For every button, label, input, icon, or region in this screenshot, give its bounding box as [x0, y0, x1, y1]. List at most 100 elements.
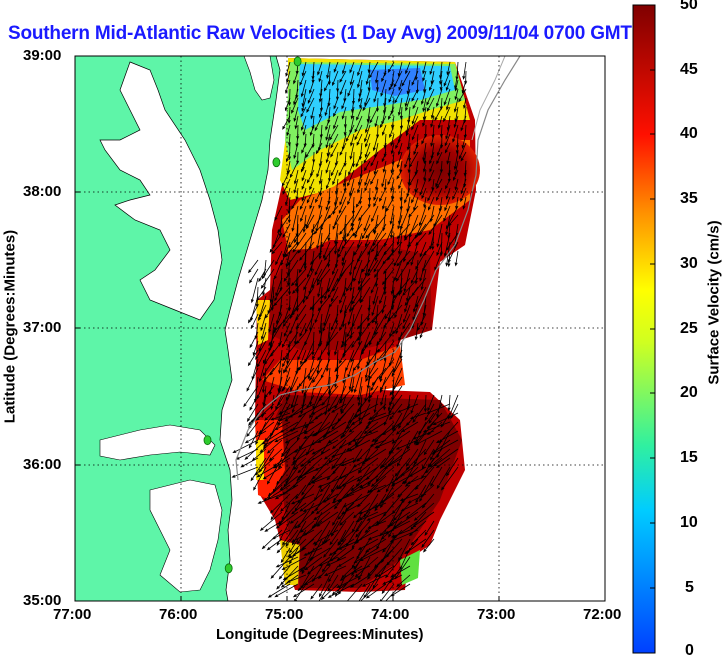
velocity-arrow [410, 268, 419, 285]
velocity-arrow [315, 502, 331, 515]
velocity-arrow [369, 439, 387, 447]
velocity-arrow [322, 493, 339, 503]
velocity-arrow [369, 106, 379, 124]
x-axis-label: Longitude (Degrees:Minutes) [216, 626, 424, 643]
velocity-arrow [284, 187, 291, 206]
velocity-arrow [348, 178, 355, 197]
velocity-arrow [347, 187, 355, 206]
velocity-arrow [352, 448, 363, 464]
colorbar-tick-20: 20 [680, 384, 698, 401]
velocity-arrow [443, 205, 451, 222]
velocity-arrow [332, 502, 347, 526]
velocity-arrow [363, 214, 371, 232]
velocity-arrow [345, 277, 355, 292]
velocity-arrow [447, 250, 451, 268]
velocity-arrow [311, 565, 323, 583]
velocity-arrow [355, 520, 371, 538]
velocity-arrow [454, 79, 459, 92]
velocity-arrow [302, 502, 323, 512]
velocity-arrow [246, 403, 259, 423]
colorbar-tick-45: 45 [680, 61, 698, 78]
velocity-arrow [293, 106, 299, 122]
velocity-arrow [421, 529, 435, 548]
velocity-arrow [278, 349, 283, 375]
velocity-arrow [306, 439, 315, 456]
velocity-arrow [324, 97, 331, 117]
velocity-arrow [286, 574, 307, 583]
velocity-arrow [287, 277, 292, 296]
velocity-arrow [367, 556, 387, 577]
velocity-arrow [330, 286, 339, 303]
velocity-arrow [277, 403, 291, 426]
velocity-arrow [291, 97, 299, 114]
velocity-arrow [282, 115, 291, 130]
velocity-arrow [331, 583, 347, 595]
velocity-arrow [339, 79, 347, 96]
velocity-arrow [395, 421, 411, 435]
velocity-arrow [373, 394, 379, 414]
velocity-arrow [275, 250, 283, 266]
velocity-arrow [420, 268, 427, 291]
velocity-arrow [349, 268, 355, 292]
velocity-arrow [403, 241, 411, 263]
velocity-arrow [365, 358, 379, 383]
velocity-arrow [337, 502, 355, 520]
velocity-arrow [342, 421, 355, 438]
velocity-arrow [414, 178, 419, 193]
velocity-arrow [259, 511, 283, 531]
velocity-arrow [363, 421, 379, 435]
velocity-arrow [272, 475, 283, 493]
velocity-arrow [348, 160, 355, 176]
velocity-arrow [318, 556, 339, 567]
velocity-arrow [364, 160, 371, 172]
velocity-arrow [423, 538, 435, 553]
velocity-arrow [262, 277, 267, 297]
colorbar-tick-10: 10 [680, 514, 698, 531]
velocity-arrow [426, 403, 451, 414]
velocity-arrow [339, 565, 363, 581]
velocity-arrow [318, 196, 323, 210]
velocity-arrow [381, 574, 395, 595]
velocity-arrow [325, 151, 331, 164]
velocity-arrow [370, 169, 379, 185]
velocity-arrow [341, 322, 347, 346]
velocity-arrow [462, 61, 467, 80]
velocity-arrow [291, 205, 299, 232]
velocity-arrow [349, 70, 355, 86]
velocity-arrow [428, 169, 435, 183]
velocity-arrow [339, 214, 355, 235]
velocity-arrow [352, 565, 371, 573]
velocity-arrow [445, 97, 451, 111]
velocity-arrow [276, 538, 291, 554]
velocity-arrow [289, 538, 299, 554]
velocity-arrow [422, 115, 427, 127]
velocity-arrow [340, 475, 363, 487]
velocity-arrow [347, 169, 355, 187]
velocity-arrow [411, 88, 419, 102]
velocity-arrow [403, 268, 411, 293]
velocity-arrow [461, 79, 467, 94]
velocity-arrow [282, 223, 291, 239]
velocity-arrow [258, 421, 275, 435]
velocity-arrow [419, 475, 435, 503]
velocity-arrow [341, 304, 347, 328]
velocity-arrow [274, 484, 299, 500]
velocity-arrow [358, 583, 379, 601]
velocity-arrow [398, 178, 403, 190]
velocity-arrow [445, 187, 451, 200]
velocity-arrow [285, 529, 299, 547]
velocity-arrow [283, 259, 299, 282]
velocity-arrow [361, 259, 371, 273]
velocity-arrow [329, 124, 339, 141]
velocity-arrow [460, 115, 467, 132]
velocity-arrow [294, 511, 315, 529]
velocity-arrow [299, 322, 307, 337]
velocity-arrow [327, 574, 339, 592]
velocity-arrow [430, 106, 435, 120]
x-tick-75: 75:00 [265, 606, 304, 623]
velocity-arrow [422, 61, 427, 75]
velocity-arrow [390, 529, 411, 538]
velocity-arrow [305, 286, 315, 301]
velocity-arrow [430, 133, 435, 147]
